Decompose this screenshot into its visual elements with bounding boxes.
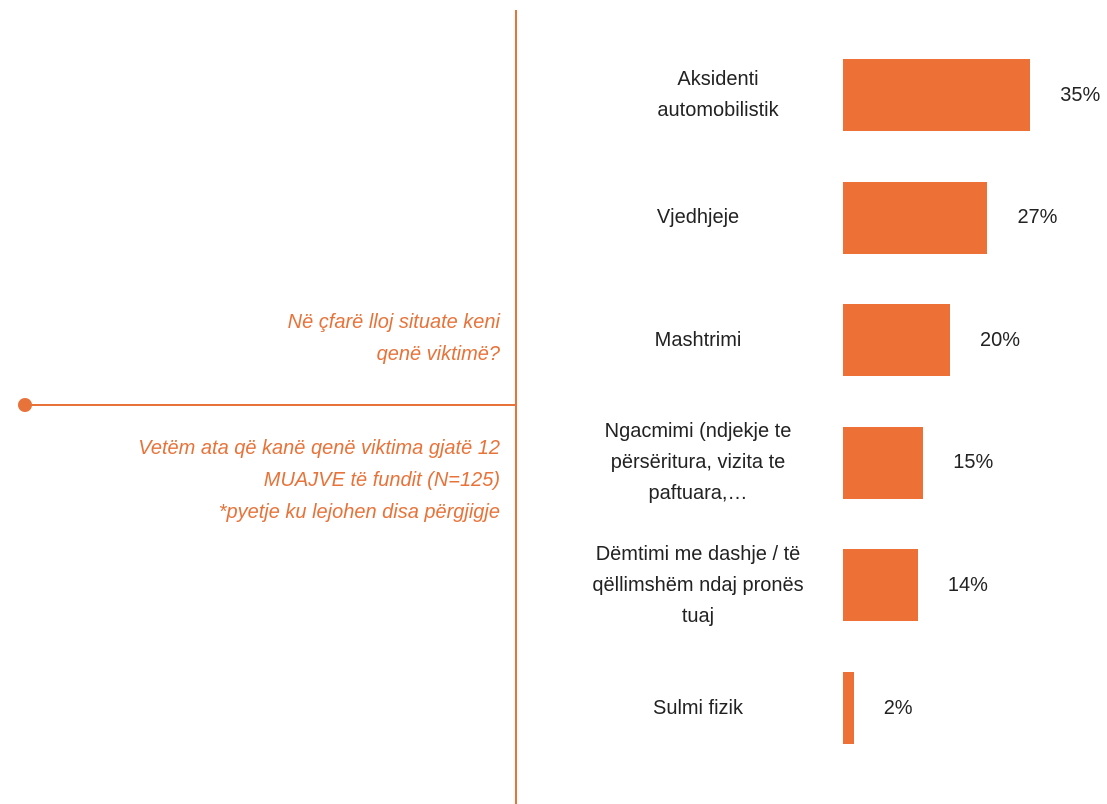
bar — [843, 181, 988, 254]
category-label: Ngacmimi (ndjekje te përsëritura, vizita… — [604, 420, 792, 505]
horizontal-divider — [25, 404, 516, 406]
value-label: 15% — [953, 451, 994, 474]
bar — [843, 426, 924, 499]
value-label: 27% — [1017, 206, 1058, 229]
value-label: 14% — [947, 573, 988, 596]
category-label: Aksidenti automobilistik — [657, 68, 779, 121]
value-label: 20% — [980, 328, 1021, 351]
category-label: Dëmtimi me dashje / të qëllimshëm ndaj p… — [592, 542, 804, 627]
divider-dot — [18, 398, 32, 412]
category-label: Vjedhjeje — [656, 206, 740, 229]
bar — [843, 304, 950, 377]
footnote: *pyetje ku lejohen disa përgjigje — [218, 501, 500, 523]
bar — [843, 549, 918, 622]
question: Në çfarë lloj situate keni qenë viktimë? — [287, 311, 500, 365]
subtitle: Vetëm ata që kanë qenë viktima gjatë 12 … — [138, 437, 500, 491]
bar — [843, 59, 1031, 131]
value-label: 2% — [883, 696, 913, 719]
bar — [843, 672, 854, 744]
category-label: Sulmi fizik — [652, 696, 743, 719]
vertical-divider — [515, 10, 517, 804]
value-label: 35% — [1060, 83, 1101, 106]
category-label: Mashtrimi — [654, 328, 742, 351]
